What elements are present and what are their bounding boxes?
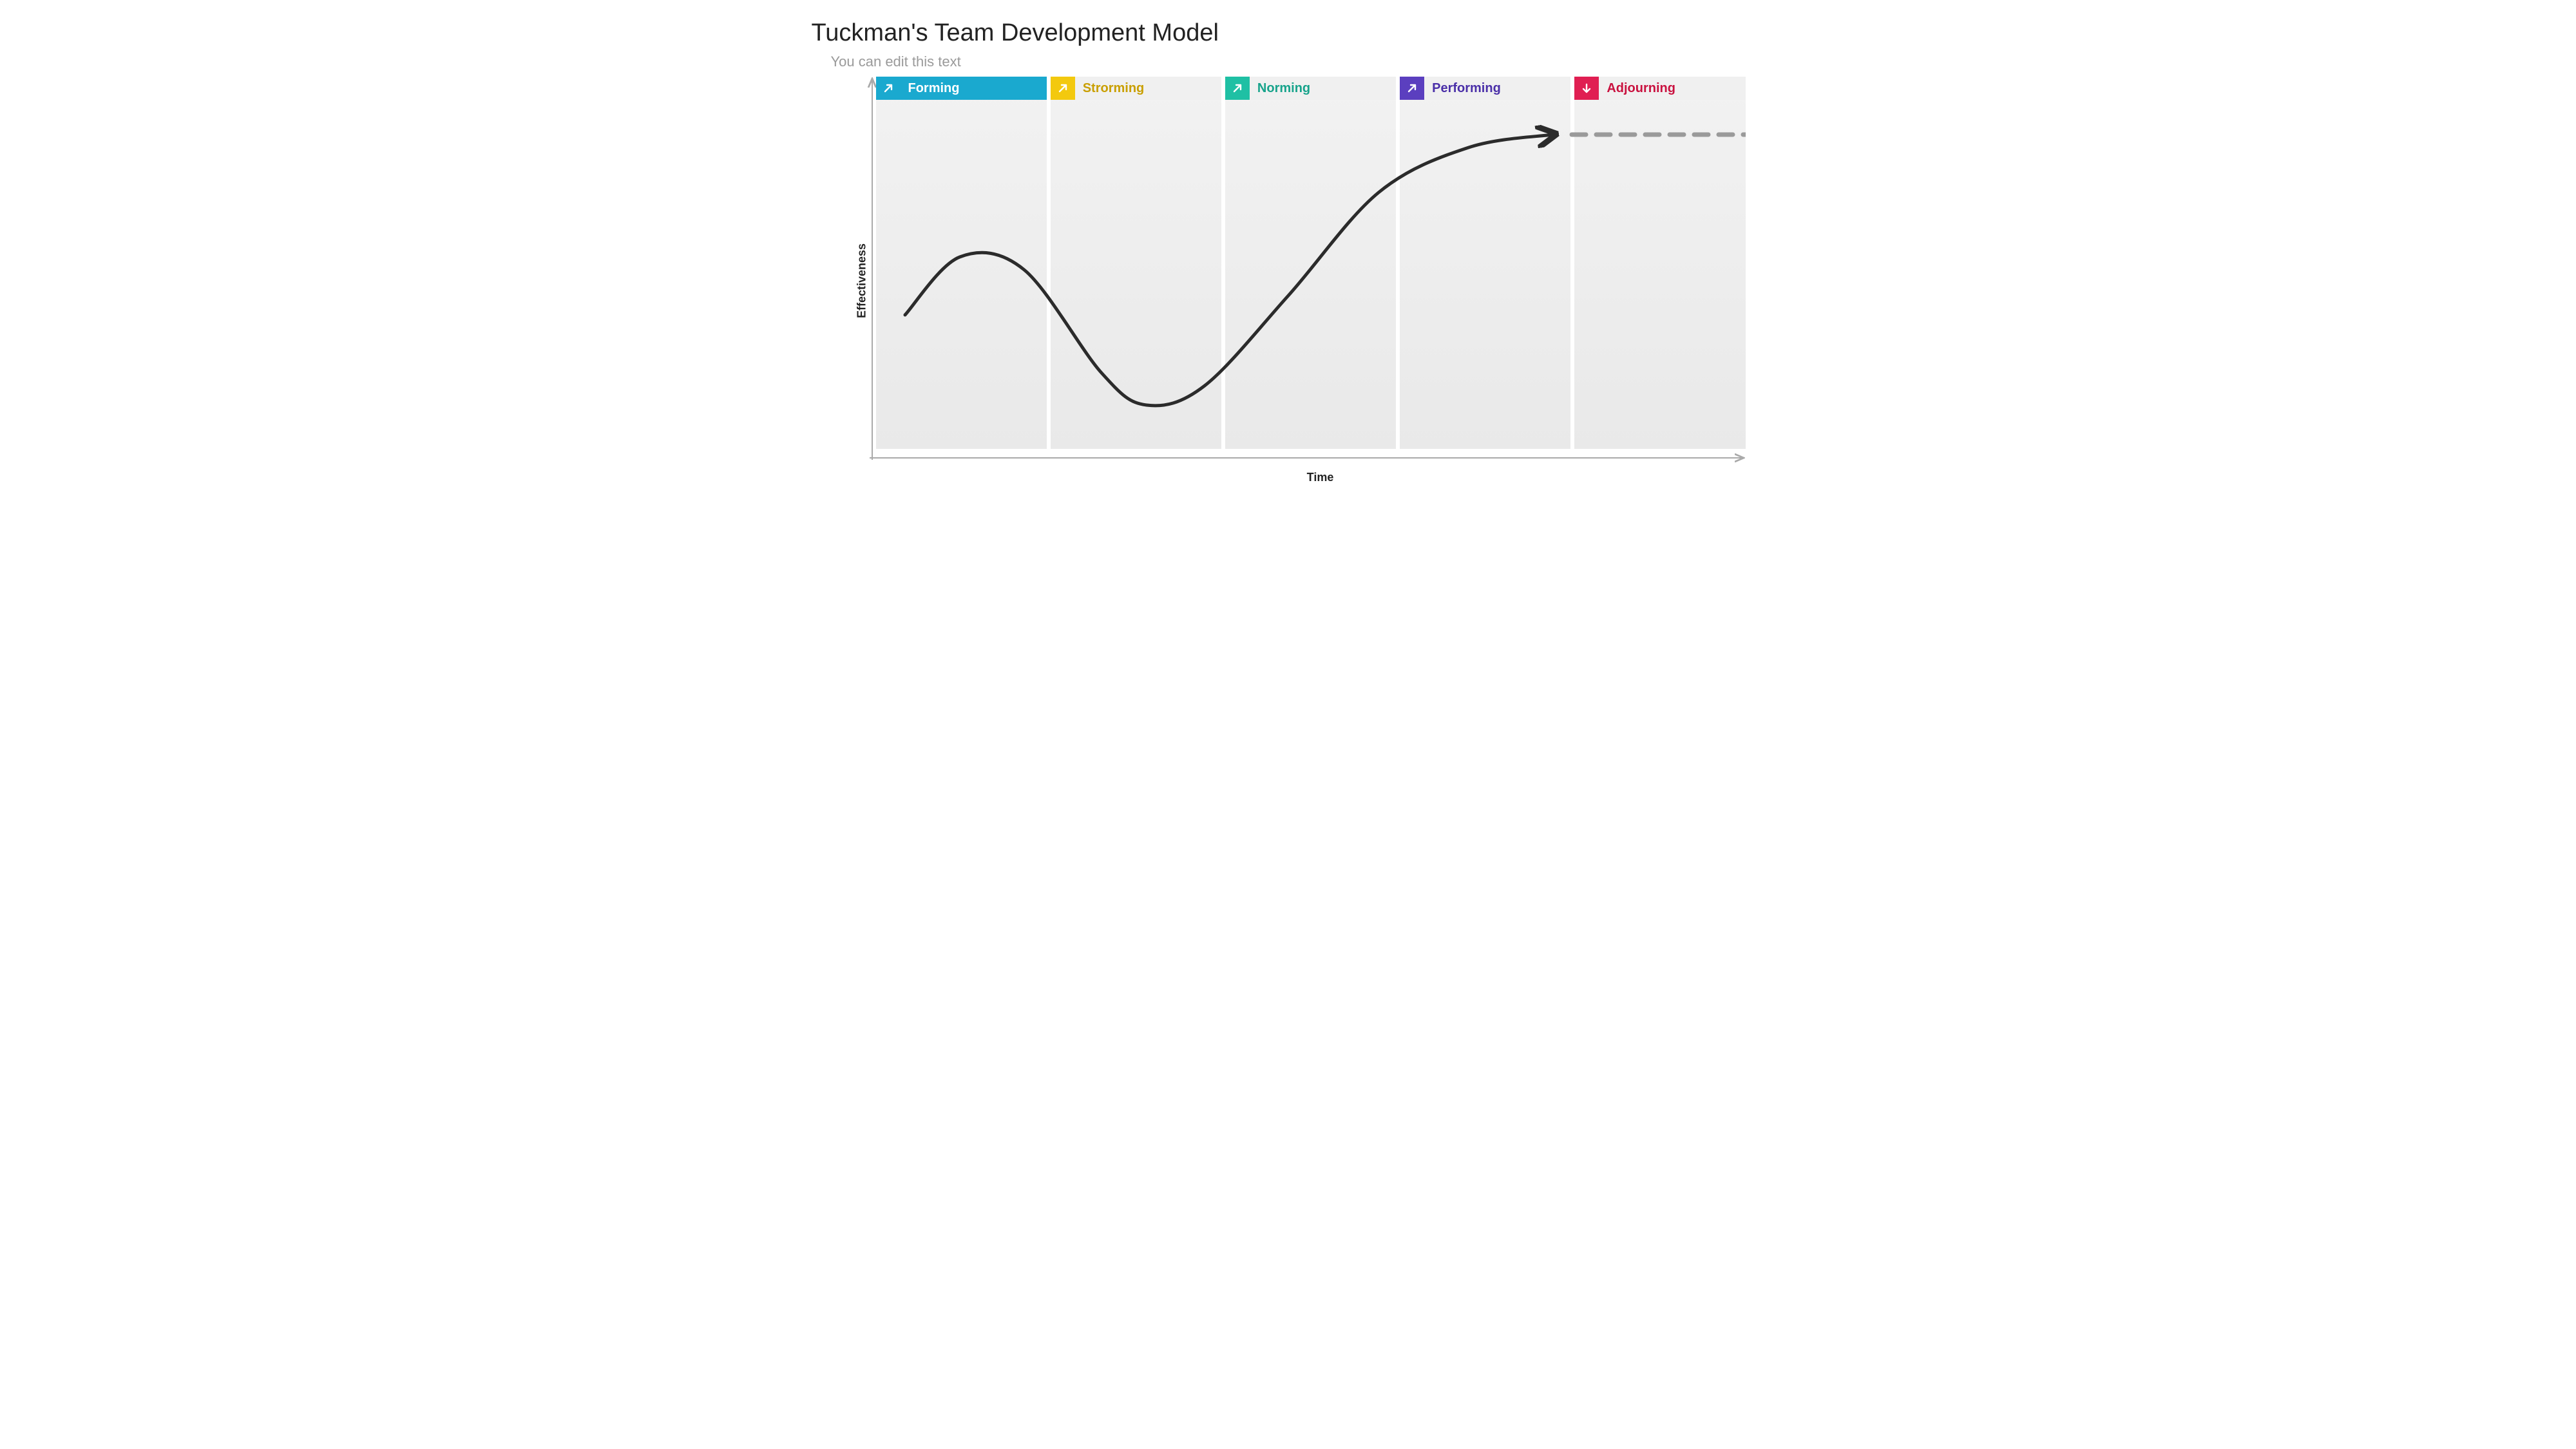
stage-header: Strorming bbox=[1051, 77, 1221, 100]
arrow-up-right-icon bbox=[1400, 77, 1424, 100]
stage-columns: Forming Strorming Norming Performing Adjourn… bbox=[876, 77, 1746, 449]
stage-header: Performing bbox=[1400, 77, 1570, 100]
stage-column: Norming bbox=[1225, 77, 1396, 449]
stage-header: Norming bbox=[1225, 77, 1396, 100]
x-axis-label: Time bbox=[876, 471, 1765, 484]
stage-column: Strorming bbox=[1051, 77, 1221, 449]
stage-column: Forming bbox=[876, 77, 1047, 449]
chart-container: Effectiveness FormingStrormingNormingPer… bbox=[850, 77, 1765, 484]
stage-column: Performing bbox=[1400, 77, 1570, 449]
stage-column: Adjourning bbox=[1574, 77, 1745, 449]
stage-label: Forming bbox=[901, 77, 1047, 100]
stage-label: Strorming bbox=[1075, 77, 1221, 100]
plot-area: Forming Strorming Norming Performing Adjourn… bbox=[850, 77, 1746, 463]
stage-label: Norming bbox=[1250, 77, 1396, 100]
slide-title: Tuckman's Team Development Model bbox=[812, 19, 1765, 47]
stage-header: Forming bbox=[876, 77, 1047, 100]
arrow-up-right-icon bbox=[876, 77, 901, 100]
arrow-down-icon bbox=[1574, 77, 1599, 100]
stage-header: Adjourning bbox=[1574, 77, 1745, 100]
stage-label: Adjourning bbox=[1599, 77, 1745, 100]
stage-label: Performing bbox=[1424, 77, 1570, 100]
arrow-up-right-icon bbox=[1225, 77, 1250, 100]
arrow-up-right-icon bbox=[1051, 77, 1075, 100]
slide-subtitle[interactable]: You can edit this text bbox=[831, 53, 1765, 70]
slide: Tuckman's Team Development Model You can… bbox=[773, 0, 1804, 580]
